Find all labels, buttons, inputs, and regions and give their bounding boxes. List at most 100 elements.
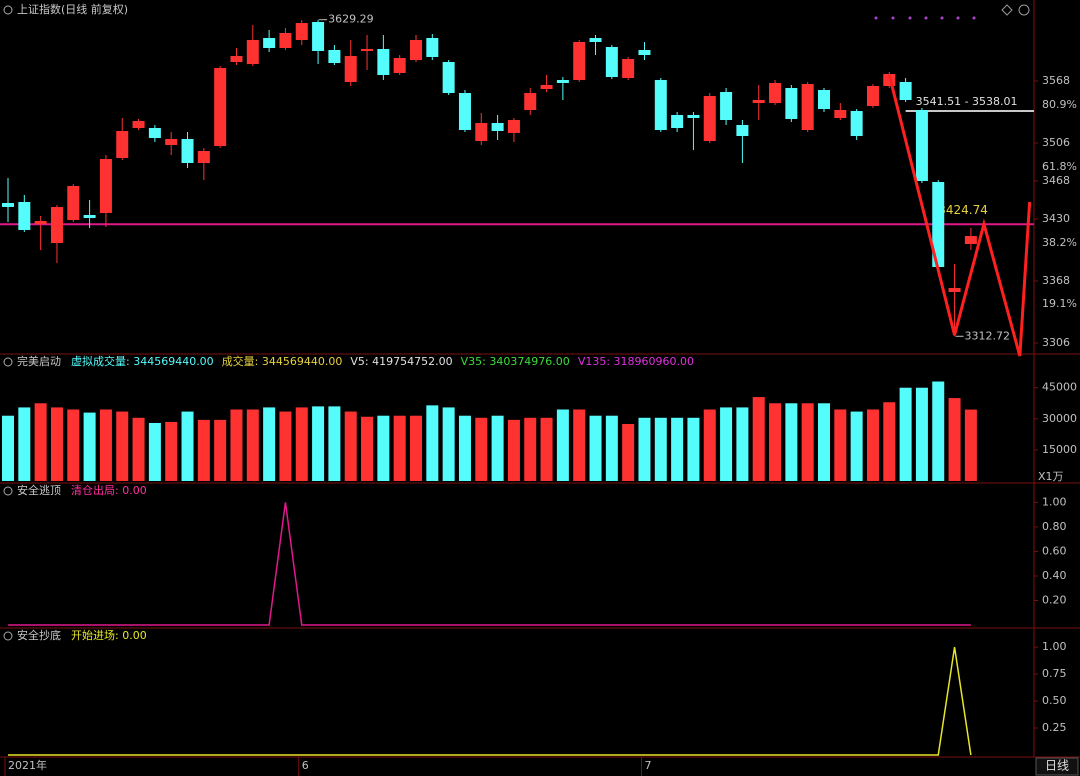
candle-body <box>736 125 749 136</box>
fib-label: 61.8% <box>1042 160 1077 173</box>
candle-body <box>295 23 308 40</box>
volume-bar <box>263 407 276 481</box>
x-tick-label: 6 <box>302 759 309 772</box>
volume-bar <box>850 411 863 481</box>
y-tick-label: 45000 <box>1042 381 1077 394</box>
candle-body <box>181 139 194 163</box>
volume-bar <box>34 403 47 481</box>
volume-bar <box>18 407 31 481</box>
candle-body <box>279 33 292 48</box>
candle-body <box>654 80 667 130</box>
volume-bar <box>605 415 618 481</box>
volume-bar <box>932 381 945 481</box>
volume-bar <box>703 409 716 481</box>
volume-bar <box>214 419 227 481</box>
candle-body <box>34 221 47 224</box>
legend-entry: 开始进场: 0.00 <box>71 628 147 642</box>
candle-body <box>361 49 374 51</box>
toolbar-dots <box>874 16 976 20</box>
diamond-icon[interactable] <box>1001 4 1013 16</box>
header-icon <box>3 631 13 641</box>
candle-body <box>671 115 684 128</box>
panel-title: 安全抄底 <box>17 628 61 642</box>
volume-bar <box>801 403 814 481</box>
candle-body <box>720 92 733 120</box>
candle-body <box>50 207 63 243</box>
indicator-line <box>8 647 972 756</box>
volume-bar <box>377 415 390 481</box>
volume-bar <box>964 409 977 481</box>
candle-body <box>214 68 227 146</box>
panel-title: 安全逃顶 <box>17 483 61 497</box>
legend-entry: V135: 318960960.00 <box>578 355 694 368</box>
volume-bar <box>883 402 896 481</box>
header-icon <box>3 486 13 496</box>
fib-label: 38.2% <box>1042 236 1077 249</box>
candle-body <box>589 38 602 42</box>
candle-body <box>165 139 178 145</box>
candle-body <box>410 40 422 60</box>
y-tick-label: 3306 <box>1042 336 1070 349</box>
candle-body <box>116 131 129 158</box>
candle-body <box>426 38 439 57</box>
y-tick-label: 30000 <box>1042 412 1077 425</box>
volume-bar <box>622 424 635 481</box>
header-icon <box>3 357 13 367</box>
candle-body <box>246 40 259 64</box>
candle-body <box>18 202 31 230</box>
candle-body <box>393 58 406 73</box>
candle-body <box>752 100 765 103</box>
candle-body <box>507 120 520 133</box>
candle-body <box>556 80 569 83</box>
volume-bar <box>785 403 798 481</box>
volume-bar <box>654 417 667 481</box>
volume-bar <box>491 415 504 481</box>
candle-body <box>834 110 847 118</box>
y-tick-label: 0.50 <box>1042 694 1067 707</box>
candle-body <box>769 83 782 103</box>
annotation: 3312.72 <box>965 329 1011 342</box>
fib-label: 80.9% <box>1042 98 1077 111</box>
candle-body <box>948 288 961 292</box>
settings-icon[interactable] <box>1018 4 1030 16</box>
period-box[interactable] <box>1035 757 1079 776</box>
candle-body <box>67 186 80 220</box>
legend-entry: 清仓出局: 0.00 <box>71 483 147 497</box>
volume-bar <box>866 409 879 481</box>
zigzag-line <box>887 74 1032 357</box>
candle-body <box>801 84 814 130</box>
volume-bar <box>67 409 80 481</box>
volume-bar <box>573 409 586 481</box>
volume-bar <box>426 405 439 481</box>
candle-body <box>263 38 276 48</box>
candle-body <box>83 215 96 218</box>
volume-bar <box>736 407 749 481</box>
volume-bar <box>344 411 357 481</box>
annotation: 3629.29 <box>328 13 374 26</box>
candle-body <box>850 111 863 136</box>
candle-body <box>785 88 798 119</box>
legend-entry: V35: 340374976.00 <box>461 355 570 368</box>
y-tick-label: 1.00 <box>1042 495 1067 508</box>
candle-body <box>148 128 161 138</box>
candle-body <box>866 86 879 106</box>
volume-bar <box>752 397 765 481</box>
candle-body <box>573 42 586 80</box>
header-icon <box>3 5 13 15</box>
candle-body <box>377 49 390 75</box>
candle-body <box>964 236 977 244</box>
candle-body <box>638 50 651 55</box>
candle-body <box>442 62 455 93</box>
candle-body <box>197 151 210 163</box>
volume-bar <box>230 409 243 481</box>
volume-bar <box>50 407 63 481</box>
volume-bar <box>410 415 422 481</box>
legend-entry: V5: 419754752.00 <box>350 355 452 368</box>
volume-bar <box>524 417 537 481</box>
volume-bar <box>899 387 912 481</box>
candle-body <box>475 123 488 141</box>
candle-body <box>132 121 145 128</box>
volume-bar <box>393 415 406 481</box>
y-tick-label: 0.20 <box>1042 593 1067 606</box>
candle-body <box>687 115 700 118</box>
